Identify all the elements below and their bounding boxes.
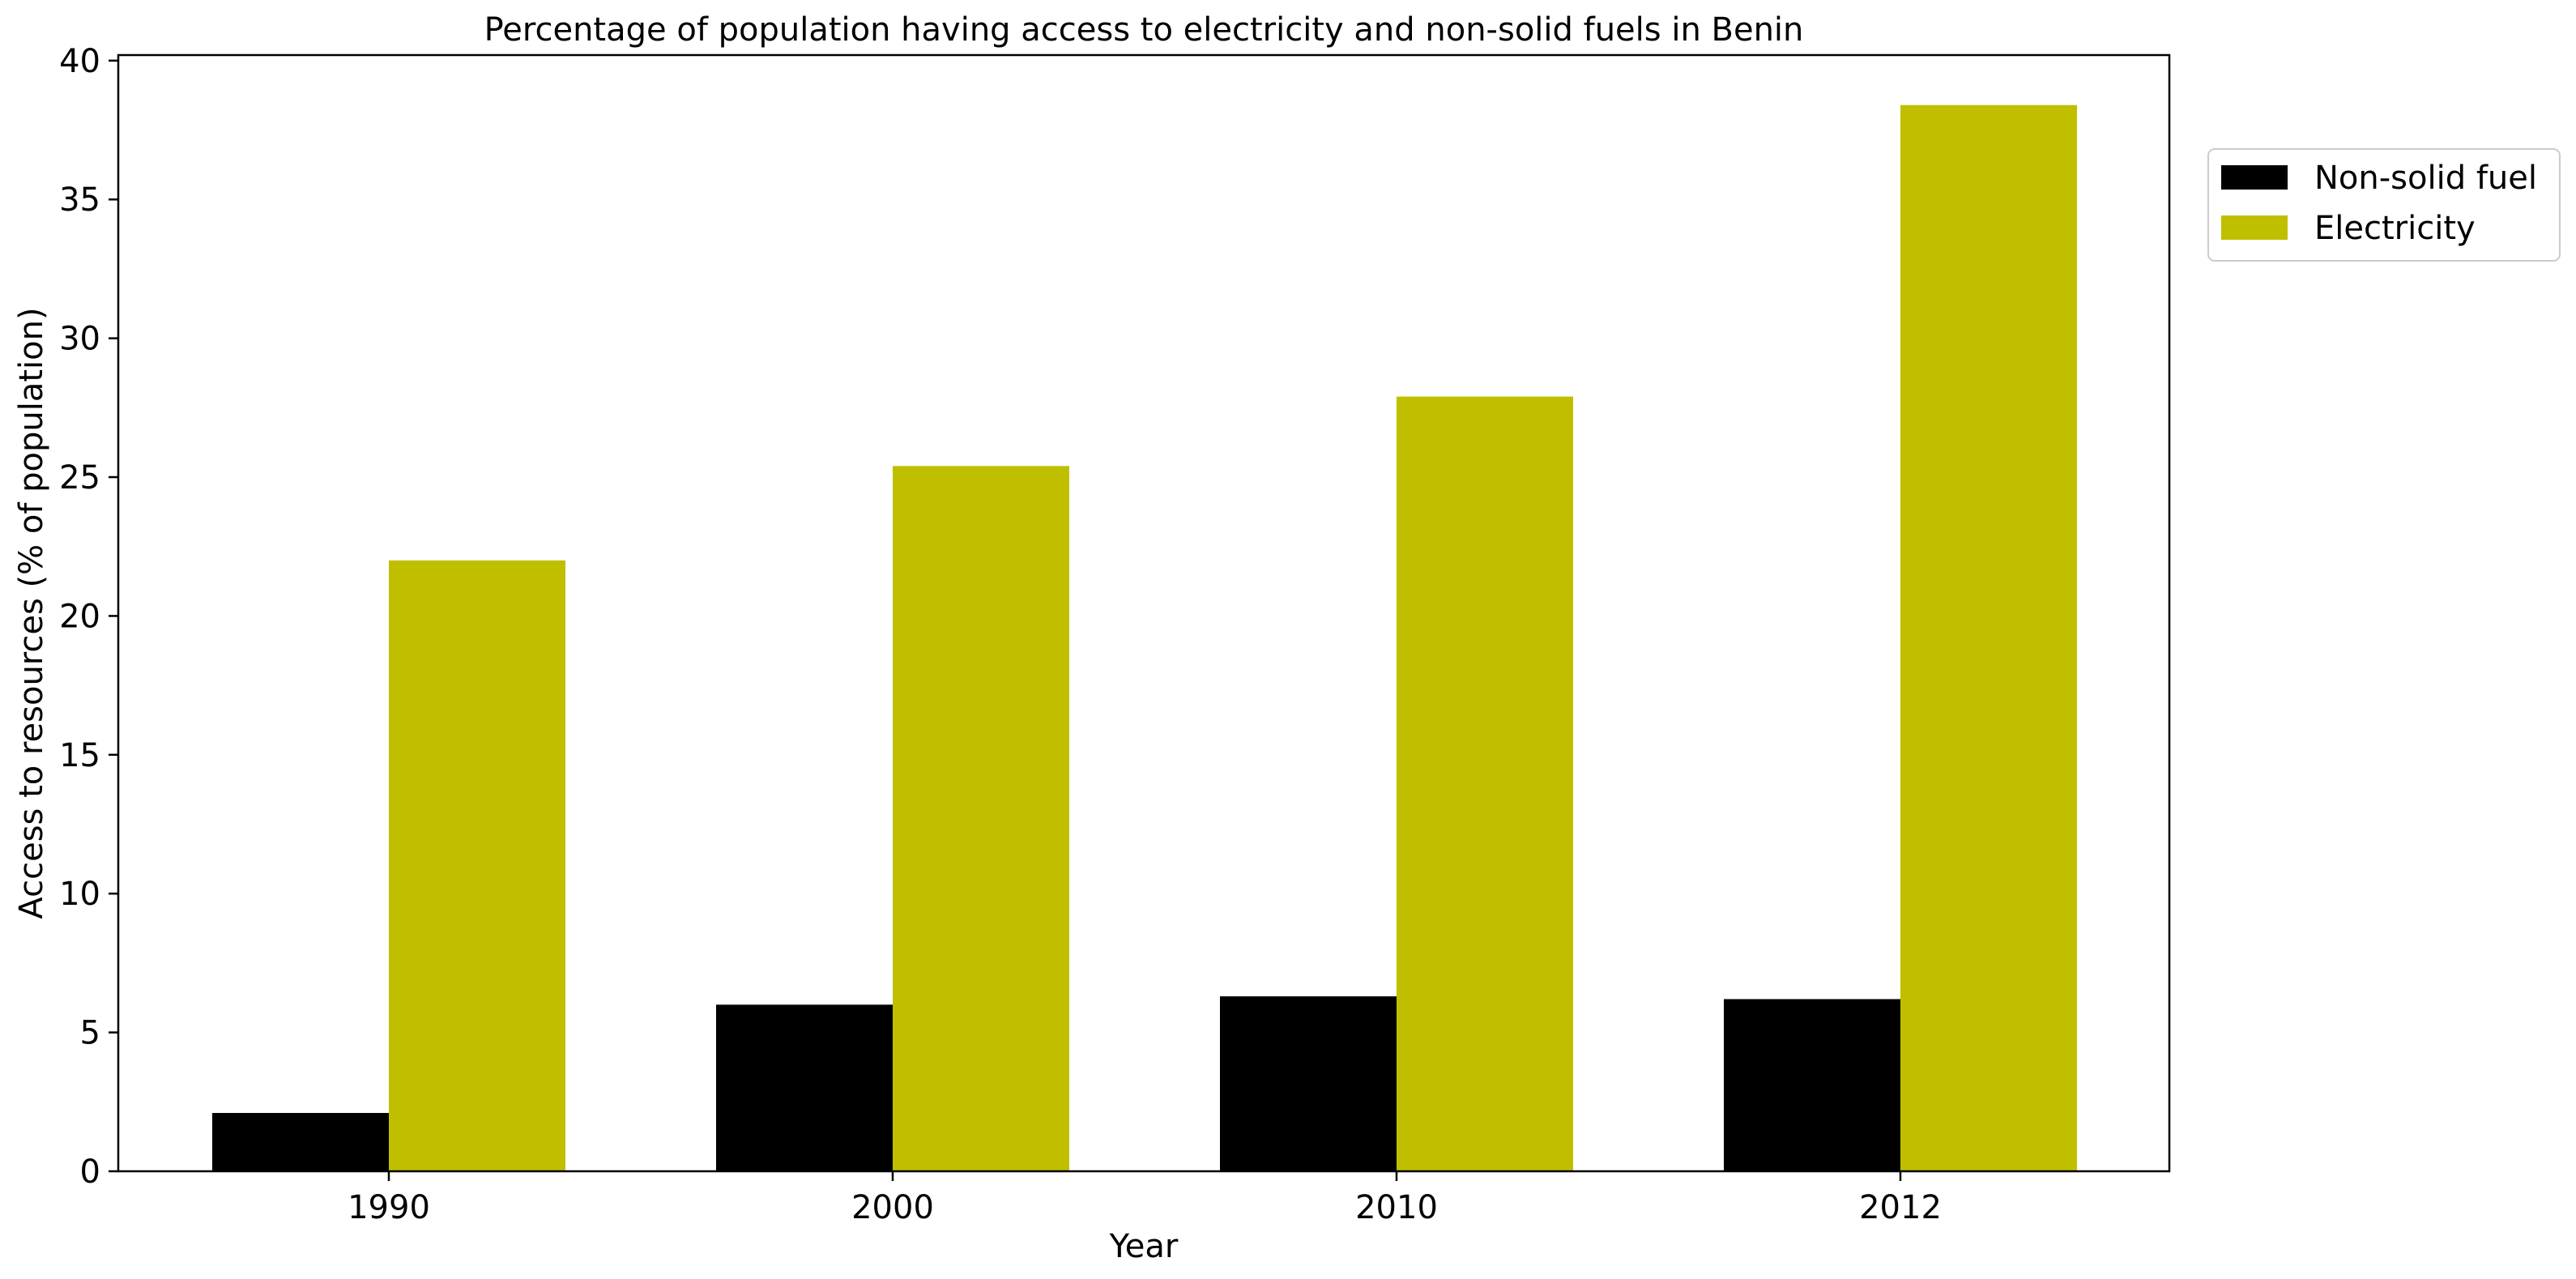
legend-swatch-non-solid-fuel [2221, 165, 2288, 190]
y-axis-label: Access to resources (% of population) [13, 307, 50, 919]
y-tick-label: 35 [59, 181, 100, 219]
bar-electricity-2000 [893, 466, 1069, 1171]
y-tick-label: 20 [59, 598, 100, 635]
bar-electricity-2010 [1397, 396, 1573, 1172]
y-tick-label: 25 [59, 459, 100, 497]
y-axis: 0 5 10 15 20 25 30 35 40 [59, 43, 118, 1191]
legend: Non-solid fuel Electricity [2207, 148, 2561, 262]
y-tick-label: 40 [59, 43, 100, 80]
plot-frame [117, 53, 2171, 1173]
plot-area [212, 104, 2077, 1172]
bar-non-solid-fuel-2012 [1724, 999, 1900, 1171]
x-axis: 1990 2000 2010 2012 [348, 1171, 1942, 1226]
chart-title: Percentage of population having access t… [484, 11, 1804, 49]
legend-frame [2207, 148, 2561, 262]
legend-label-non-solid-fuel: Non-solid fuel [2314, 160, 2537, 197]
legend-label-electricity: Electricity [2314, 210, 2476, 247]
x-tick-label: 1990 [348, 1189, 430, 1226]
x-tick-label: 2010 [1355, 1189, 1438, 1226]
x-tick-label: 2012 [1859, 1189, 1942, 1226]
bar-electricity-2012 [1900, 104, 2077, 1171]
x-axis-label: Year [1109, 1228, 1179, 1265]
y-tick-label: 30 [59, 321, 100, 358]
bar-non-solid-fuel-2000 [716, 1004, 893, 1171]
bar-non-solid-fuel-1990 [212, 1113, 389, 1171]
y-tick-label: 15 [59, 737, 100, 774]
bar-electricity-1990 [389, 560, 565, 1171]
y-tick-label: 10 [59, 876, 100, 913]
y-tick-label: 0 [80, 1153, 100, 1191]
legend-swatch-electricity [2221, 215, 2288, 240]
y-tick-label: 5 [80, 1015, 100, 1052]
bar-non-solid-fuel-2010 [1220, 996, 1397, 1171]
x-tick-label: 2000 [851, 1189, 934, 1226]
